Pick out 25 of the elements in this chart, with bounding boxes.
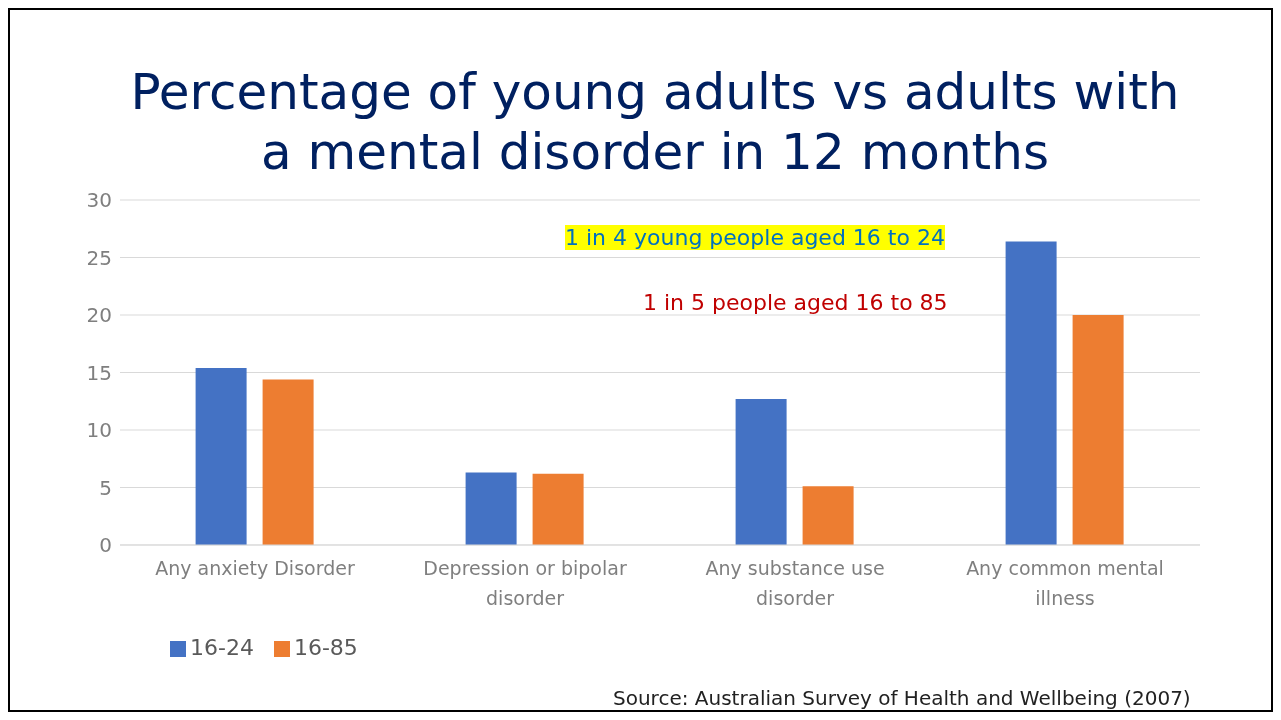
y-tick-label: 5 bbox=[99, 475, 112, 500]
x-tick-label: Depression or bipolar disorder bbox=[423, 557, 627, 609]
x-tick-label: Any common mental illness bbox=[966, 557, 1164, 609]
x-tick-label: Any anxiety Disorder bbox=[155, 557, 355, 579]
note-text: 1 in 5 people aged 16 to 85 bbox=[643, 290, 948, 315]
bar bbox=[195, 367, 247, 545]
y-tick-label: 15 bbox=[86, 360, 112, 385]
chart-title: Percentage of young adults vs adults with a mental disorder in 12 months bbox=[129, 62, 1181, 182]
y-tick-label: 0 bbox=[99, 533, 112, 558]
bar bbox=[1072, 315, 1124, 545]
note-text: 1 in 4 young people aged 16 to 24 bbox=[565, 225, 945, 250]
legend-label: 16-85 bbox=[293, 635, 358, 660]
bar bbox=[802, 486, 854, 545]
y-tick-label: 25 bbox=[86, 245, 112, 270]
bar bbox=[532, 473, 584, 545]
note-text: Source: Australian Survey of Health and Wellbeing (2007) bbox=[613, 686, 1191, 710]
legend-label: 16-24 bbox=[190, 635, 254, 660]
bar bbox=[735, 398, 787, 545]
bar bbox=[1005, 241, 1057, 545]
bar bbox=[262, 379, 314, 545]
y-tick-label: 10 bbox=[86, 418, 112, 443]
y-tick-label: 20 bbox=[86, 303, 112, 328]
y-tick-label: 30 bbox=[86, 188, 112, 213]
x-tick-label: Any substance use disorder bbox=[705, 557, 885, 609]
bar bbox=[465, 472, 517, 545]
